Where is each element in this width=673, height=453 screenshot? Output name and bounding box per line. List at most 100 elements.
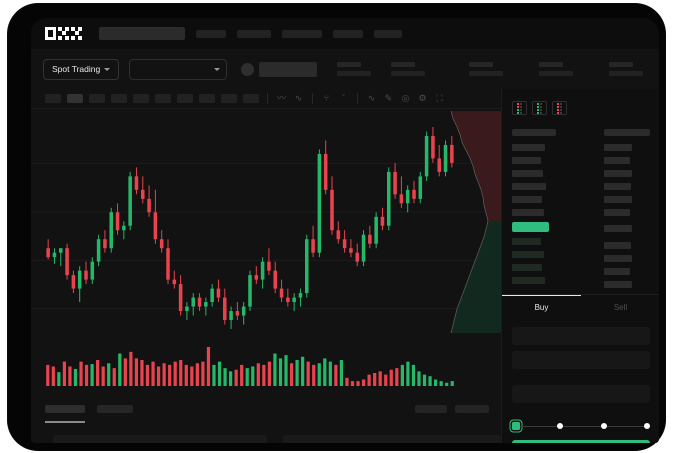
orderbook-bid-row[interactable]: [512, 238, 541, 245]
timeframe-button-1[interactable]: [45, 94, 61, 103]
volume-svg: [46, 347, 454, 386]
ticker-stat-4: [539, 62, 574, 76]
order-field-2[interactable]: [512, 351, 650, 369]
timeframe-button-9[interactable]: [221, 94, 237, 103]
logo-glyph-x: [71, 27, 82, 40]
timeframe-button-5[interactable]: [133, 94, 149, 103]
orderbook-trade-panel: Buy Sell: [501, 89, 659, 443]
stepper-track: [520, 425, 558, 427]
nav-item-2[interactable]: [237, 29, 271, 38]
orderbook-ask-row[interactable]: [512, 170, 543, 177]
timeframe-button-7[interactable]: [177, 94, 193, 103]
order-field-1[interactable]: [512, 327, 650, 345]
device-frame: Spot Trading: [8, 4, 665, 450]
orders-tab-1[interactable]: [45, 405, 85, 413]
ticker-stat-1: [337, 62, 372, 76]
orderbook-ask-row[interactable]: [512, 209, 544, 216]
spot-trading-label: Spot Trading: [52, 64, 101, 74]
depth-view-bids-icon[interactable]: [532, 101, 547, 115]
nav-item-4[interactable]: [333, 29, 363, 38]
tab-buy[interactable]: Buy: [502, 295, 581, 319]
chart-type-icon[interactable]: ∿: [294, 93, 303, 103]
orders-action-1[interactable]: [415, 405, 447, 413]
timeframe-button-3[interactable]: [89, 94, 105, 103]
orderbook-header-left: [512, 129, 556, 136]
nav-item-3[interactable]: [282, 29, 322, 38]
top-navigation-bar: [31, 18, 659, 49]
search-input[interactable]: [99, 27, 185, 40]
orders-action-2[interactable]: [455, 405, 489, 413]
orderbook-right-row: [604, 255, 632, 262]
buy-sell-tabs: Buy Sell: [502, 295, 659, 319]
orderbook-ask-row[interactable]: [512, 183, 546, 190]
nav-item-1[interactable]: [196, 29, 226, 38]
order-field-3[interactable]: [512, 385, 650, 403]
last-price-value: [259, 61, 318, 77]
fullscreen-icon[interactable]: ⛶: [436, 93, 443, 103]
line-style-icon[interactable]: ∿: [367, 93, 376, 103]
snapshot-camera-icon[interactable]: ◎: [401, 93, 410, 103]
candlestick-chart[interactable]: [31, 109, 501, 339]
orders-tab-2[interactable]: [97, 405, 133, 413]
spot-trading-dropdown[interactable]: Spot Trading: [43, 58, 120, 80]
chevron-down-icon: [104, 67, 111, 71]
orderbook-bid-row[interactable]: [512, 277, 545, 284]
ticker-stat-3: [469, 62, 504, 76]
depth-view-asks-icon[interactable]: [552, 101, 567, 115]
coin-avatar: [241, 62, 255, 76]
candlestick-svg: [31, 110, 501, 334]
logo-glyph-k: [58, 27, 69, 40]
orderbook-right-row: [604, 144, 632, 151]
stepper-step-4[interactable]: [643, 423, 650, 429]
depth-view-both-icon[interactable]: [512, 101, 527, 115]
stepper-step-1-active[interactable]: [512, 422, 520, 430]
orderbook-right-row: [604, 242, 631, 249]
pair-select[interactable]: [129, 58, 228, 80]
stepper-step-3[interactable]: [600, 423, 607, 429]
orderbook-right-row: [604, 157, 630, 164]
orderbook-right-row: [604, 268, 630, 275]
compare-icon[interactable]: ⑂: [323, 93, 330, 103]
chart-toolbar: 〰 ∿ ⑂ ˇ ∿ ✎ ◎ ⚙ ⛶: [31, 89, 501, 109]
stepper-step-2[interactable]: [557, 423, 564, 429]
orderbook-ask-row[interactable]: [512, 144, 545, 151]
orderbook-ask-row[interactable]: [512, 157, 541, 164]
timeframe-button-10[interactable]: [243, 94, 259, 103]
timeframe-button-8[interactable]: [199, 94, 215, 103]
indicators-icon[interactable]: 〰: [276, 93, 286, 103]
chevron-down-icon: [214, 67, 221, 71]
orderbook-header-right: [604, 129, 650, 136]
logo-glyph-o: [45, 27, 56, 40]
timeframe-button-2[interactable]: [67, 94, 83, 103]
ticker-bar: Spot Trading: [31, 49, 659, 89]
stepper-track: [606, 425, 644, 427]
timeframe-button-4[interactable]: [111, 94, 127, 103]
orders-tab-active-underline: [45, 421, 85, 423]
orderbook-right-row: [604, 183, 631, 190]
settings-gear-icon[interactable]: ⚙: [418, 93, 427, 103]
order-amount-stepper[interactable]: [512, 422, 650, 430]
submit-order-button[interactable]: [512, 440, 650, 443]
tab-sell[interactable]: Sell: [613, 303, 628, 312]
more-chevron-icon[interactable]: ˇ: [342, 93, 345, 103]
timeframe-button-6[interactable]: [155, 94, 171, 103]
toolbar-divider: [267, 93, 268, 104]
app-screen: Spot Trading: [31, 18, 659, 443]
orderbook-right-row: [604, 196, 632, 203]
orderbook-left-column[interactable]: [512, 129, 556, 284]
draw-pencil-icon[interactable]: ✎: [384, 93, 393, 103]
orderbook-bid-row[interactable]: [512, 251, 544, 258]
orderbook-right-row: [604, 225, 632, 232]
toolbar-divider: [357, 93, 358, 104]
ticker-stat-2: [391, 62, 426, 76]
orderbook-ask-row[interactable]: [512, 196, 542, 203]
orderbook-bid-row[interactable]: [512, 264, 542, 271]
orderbook-right-column[interactable]: [604, 129, 650, 288]
orders-panel: [31, 394, 501, 443]
okx-logo[interactable]: [45, 27, 82, 40]
ticker-stat-5: [609, 62, 644, 76]
orderbook-highlight-row[interactable]: [512, 222, 549, 232]
orders-block-2: [283, 435, 501, 443]
volume-histogram: [31, 339, 501, 394]
nav-item-5[interactable]: [374, 29, 402, 38]
